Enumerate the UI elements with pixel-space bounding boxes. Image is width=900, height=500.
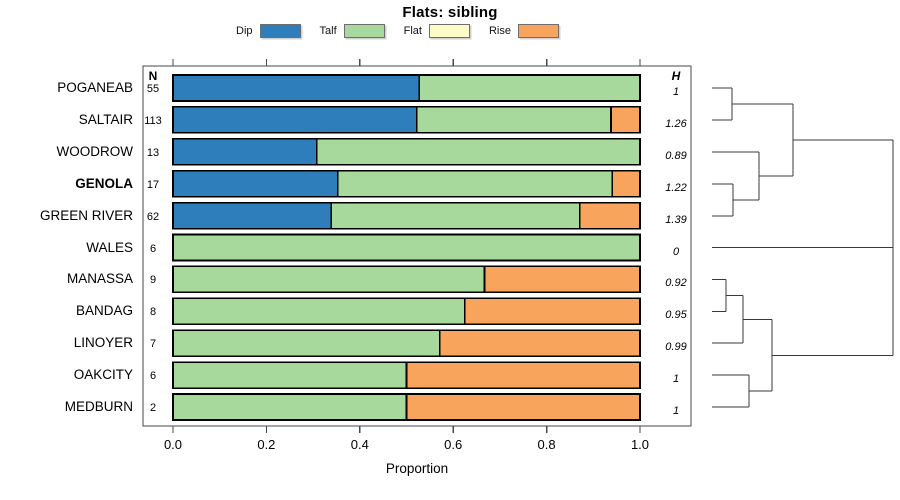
bar-segment-dip xyxy=(172,169,339,198)
legend-item-rise: Rise xyxy=(489,24,559,38)
n-value: 6 xyxy=(149,370,157,383)
bar-segment-rise xyxy=(438,329,641,358)
legend-swatch-flat xyxy=(428,24,470,38)
bar-segment-talf xyxy=(316,138,641,166)
n-value: 17 xyxy=(146,178,160,191)
bar-segment-rise xyxy=(405,361,641,389)
bar-segment-rise xyxy=(464,297,641,326)
row-label: LINOYER xyxy=(73,335,133,351)
bar-segment-talf xyxy=(172,265,486,294)
n-value: 55 xyxy=(146,83,160,95)
bar-segment-talf xyxy=(418,74,641,102)
n-value: 9 xyxy=(149,274,157,287)
x-tick-label: 0.6 xyxy=(444,437,463,452)
h-value: 0.99 xyxy=(665,341,687,354)
bar-segment-rise xyxy=(611,169,641,198)
h-value: 1 xyxy=(672,405,680,417)
legend-item-talf: Talf xyxy=(320,24,385,38)
legend-swatch-dip xyxy=(259,24,301,38)
n-value: 13 xyxy=(146,146,160,159)
bar-segment-rise xyxy=(483,265,641,294)
bar-segment-talf xyxy=(337,169,614,198)
bar-segment-dip xyxy=(172,74,420,102)
row-label: WOODROW xyxy=(56,143,134,159)
legend: Dip Talf Flat Rise xyxy=(236,24,559,38)
n-column-header: N xyxy=(148,69,158,83)
x-tick-label: 0.4 xyxy=(350,437,369,452)
n-value: 113 xyxy=(144,114,162,127)
row-label: GENOLA xyxy=(75,175,133,191)
legend-item-dip: Dip xyxy=(236,24,301,38)
x-tick-label: 0.2 xyxy=(257,437,276,452)
row-label: SALTAIR xyxy=(78,111,133,127)
h-value: 1.22 xyxy=(665,181,687,194)
bar-segment-talf xyxy=(172,329,441,358)
legend-item-flat: Flat xyxy=(404,24,470,38)
row-label: POGANEAB xyxy=(57,80,133,95)
row-label: MANASSA xyxy=(66,271,133,287)
h-value: 1.39 xyxy=(665,213,687,226)
legend-label: Talf xyxy=(319,25,337,37)
row-label: WALES xyxy=(86,239,133,255)
bar-segment-talf xyxy=(172,233,641,262)
h-value: 0.95 xyxy=(665,309,687,322)
h-column-header: H xyxy=(671,69,681,83)
h-value: 0.89 xyxy=(665,149,687,162)
n-value: 62 xyxy=(146,210,160,223)
legend-label: Flat xyxy=(403,25,422,37)
h-value: 1.26 xyxy=(665,117,687,130)
n-value: 2 xyxy=(149,402,157,414)
bar-segment-talf xyxy=(330,201,581,230)
bar-segment-talf xyxy=(172,361,408,389)
plot-box xyxy=(142,65,692,427)
bar-segment-dip xyxy=(172,138,318,166)
bar-segment-rise xyxy=(610,106,641,134)
n-value: 8 xyxy=(149,306,157,319)
x-tick-label: 1.0 xyxy=(630,437,650,452)
n-value: 7 xyxy=(149,338,157,351)
row-label: BANDAG xyxy=(75,303,133,319)
bar-segment-dip xyxy=(172,106,418,134)
h-value: 1 xyxy=(672,373,680,386)
n-value: 6 xyxy=(149,242,157,255)
h-value: 1 xyxy=(672,86,680,98)
row-label: OAKCITY xyxy=(73,367,133,383)
chart-title: Flats: sibling xyxy=(402,4,498,21)
bar-segment-rise xyxy=(405,393,641,421)
x-tick-label: 0.8 xyxy=(537,437,556,452)
h-value: 0.92 xyxy=(665,277,687,290)
legend-label: Rise xyxy=(488,25,511,37)
x-tick-label: 0.0 xyxy=(163,437,183,452)
bar-segment-dip xyxy=(172,201,333,230)
legend-swatch-talf xyxy=(343,24,385,38)
legend-label: Dip xyxy=(236,25,253,37)
x-axis-title: Proportion xyxy=(385,461,449,476)
row-label: MEDBURN xyxy=(64,399,133,414)
bar-segment-talf xyxy=(172,393,408,421)
h-value: 0 xyxy=(672,245,680,258)
bar-segment-talf xyxy=(415,106,612,134)
bar-segment-talf xyxy=(172,297,466,326)
row-label: GREEN RIVER xyxy=(39,207,133,223)
bar-segment-rise xyxy=(578,201,641,230)
legend-swatch-rise xyxy=(518,24,559,38)
